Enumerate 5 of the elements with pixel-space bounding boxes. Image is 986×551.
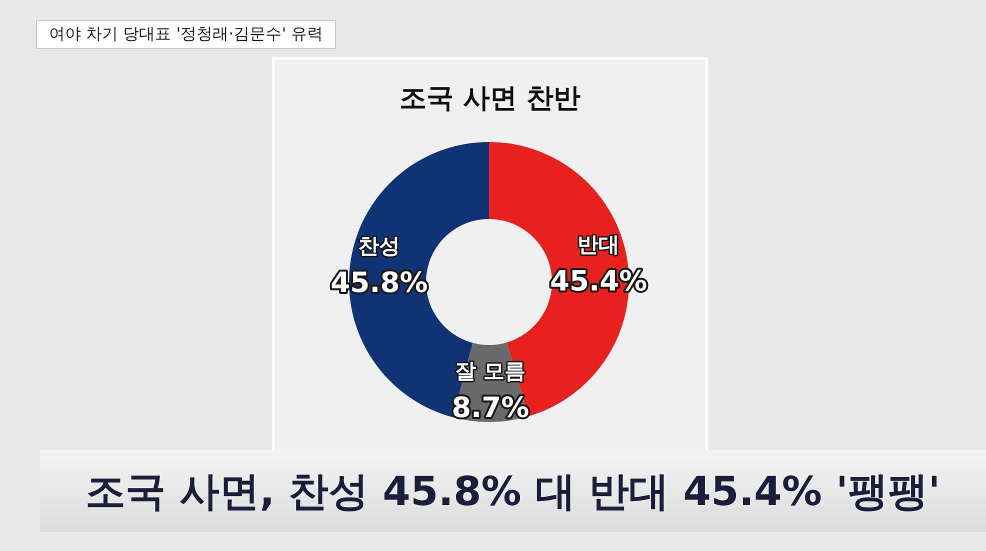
text: 조국 사면, 찬성 45.8% 대 반대 45.4% '팽팽' <box>40 450 986 532</box>
slice-label: 반대 <box>578 232 620 257</box>
slice-label: 찬성 <box>358 234 400 258</box>
chart-title: 조국 사면 찬반 <box>398 82 582 116</box>
text: 여야 차기 당대표 '정청래·김문수' 유력 <box>36 20 336 49</box>
